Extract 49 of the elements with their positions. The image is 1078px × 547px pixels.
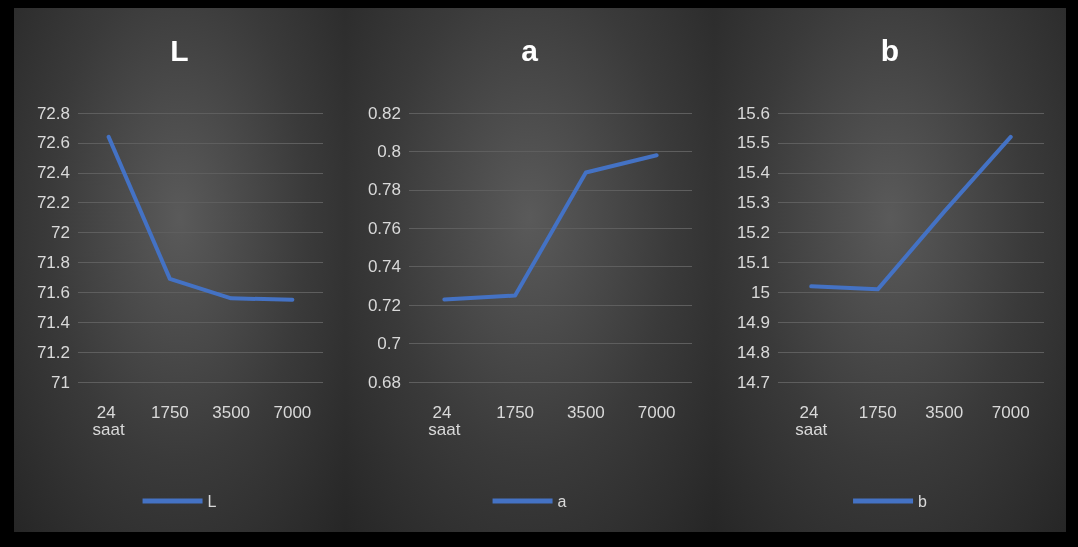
y-tick-label: 72.6 — [36, 133, 70, 153]
y-tick-label: 15.4 — [736, 163, 770, 183]
legend-label: a — [557, 492, 567, 510]
y-tick-label: 71.4 — [36, 312, 70, 332]
x-tick-label: 1750 — [150, 403, 189, 422]
chart-title: b — [880, 33, 900, 67]
y-tick-label: 0.72 — [367, 295, 401, 315]
x-tick-label: 24 saat — [92, 403, 125, 439]
y-tick-label: 72.8 — [36, 103, 70, 123]
chart-title: a — [521, 33, 539, 67]
y-tick-label: 15 — [751, 282, 770, 302]
x-tick-label: 7000 — [637, 403, 676, 422]
x-tick-label: 7000 — [991, 403, 1030, 422]
y-tick-label: 15.1 — [736, 252, 770, 272]
y-tick-label: 72.4 — [36, 163, 70, 183]
y-tick-label: 72 — [51, 223, 70, 243]
y-tick-label: 71.6 — [36, 282, 70, 302]
y-tick-label: 15.6 — [736, 103, 770, 123]
y-tick-label: 0.76 — [367, 218, 401, 238]
x-tick-label: 1750 — [858, 403, 897, 422]
x-tick-label: 24 saat — [795, 403, 828, 439]
y-tick-label: 0.8 — [377, 141, 401, 161]
y-tick-label: 0.78 — [367, 180, 401, 200]
y-tick-label: 0.7 — [377, 334, 401, 354]
y-tick-label: 71.2 — [36, 342, 70, 362]
y-tick-label: 14.7 — [736, 372, 770, 392]
y-tick-label: 0.74 — [367, 257, 401, 277]
x-tick-label: 7000 — [273, 403, 312, 422]
x-tick-label: 3500 — [212, 403, 251, 422]
y-tick-label: 15.5 — [736, 133, 770, 153]
x-tick-label: 1750 — [496, 403, 535, 422]
line-series — [809, 134, 1013, 292]
y-tick-label: 71 — [51, 372, 70, 392]
x-tick-label: 3500 — [566, 403, 605, 422]
y-tick-label: 0.68 — [367, 372, 401, 392]
y-tick-label: 14.9 — [736, 312, 770, 332]
chart-title: L — [170, 33, 189, 67]
x-tick-label: 24 saat — [428, 403, 461, 439]
x-tick-label: 3500 — [925, 403, 964, 422]
line-series — [106, 134, 295, 302]
y-tick-label: 15.3 — [736, 193, 770, 213]
line-series — [442, 153, 659, 302]
legend-label: b — [918, 492, 928, 510]
y-tick-label: 14.8 — [736, 342, 770, 362]
y-tick-label: 15.2 — [736, 223, 770, 243]
y-tick-label: 71.8 — [36, 252, 70, 272]
legend-label: L — [207, 492, 217, 510]
y-tick-label: 0.82 — [367, 103, 401, 123]
y-tick-label: 72.2 — [36, 193, 70, 213]
